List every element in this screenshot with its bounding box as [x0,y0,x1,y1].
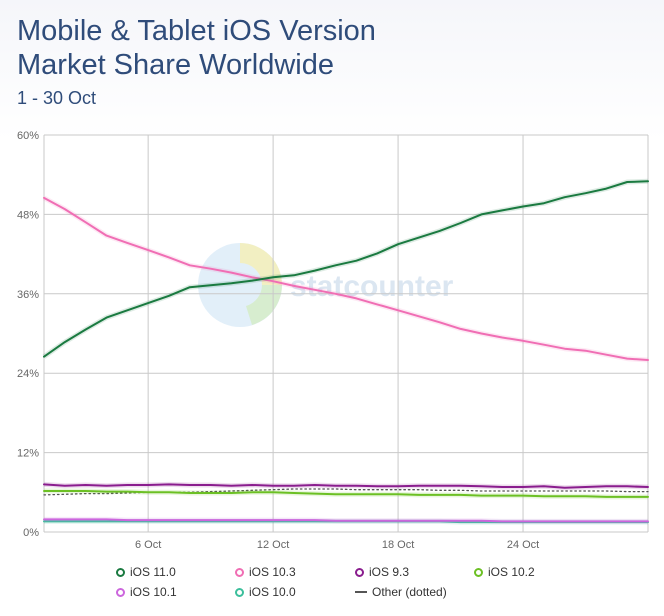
watermark-logo-segment [240,243,282,285]
legend-label: iOS 10.2 [488,565,535,579]
chart-title-line2: Market Share Worldwide [17,49,334,81]
legend-item-ios-10-1[interactable]: iOS 10.1 [116,582,177,602]
legend-circle-marker [355,567,364,577]
legend-item-other-dotted[interactable]: Other (dotted) [355,582,447,602]
legend-circle-marker [474,567,483,577]
series-line-ios-9-3[interactable] [43,483,649,489]
legend-item-ios-10-3[interactable]: iOS 10.3 [235,562,296,582]
y-tick-label: 0% [23,527,39,539]
legend-item-ios-10-2[interactable]: iOS 10.2 [474,562,535,582]
x-tick-label: 18 Oct [382,539,414,551]
x-tick-label: 24 Oct [507,539,539,551]
chart-series [42,178,649,525]
chart-subtitle: 1 - 30 Oct [17,88,97,108]
y-tick-label: 60% [17,130,39,142]
legend-label: Other (dotted) [372,585,447,599]
chart-legend: iOS 11.0 iOS 10.3 iOS 9.3 iOS 10.2 iOS 10.1 i… [0,560,664,610]
legend-circle-marker [235,587,244,597]
y-tick-label: 48% [17,209,39,221]
chart-title: Mobile & Tablet iOS Version Market Share… [17,14,637,82]
legend-item-ios-9-3[interactable]: iOS 9.3 [355,562,409,582]
legend-label: iOS 10.1 [130,585,177,599]
chart-grid [43,134,649,533]
legend-dash-marker [355,591,367,593]
watermark-text: statcounter [290,270,454,303]
legend-label: iOS 9.3 [369,565,410,579]
statcounter-watermark: statcounter [198,243,454,327]
series-line-ios-11-0[interactable] [43,180,649,358]
legend-circle-marker [116,567,125,577]
y-tick-label: 12% [17,448,39,460]
y-tick-label: 36% [17,289,39,301]
chart-axes: 0% 12% 24% 36% 48% 60% 6 Oct 12 Oct 18 Oct 24 Oct [17,130,539,551]
y-tick-label: 24% [17,368,39,380]
chart-title-line1: Mobile & Tablet iOS Version [17,15,376,47]
x-tick-label: 12 Oct [257,539,289,551]
legend-circle-marker [235,567,244,577]
series-shadow-ios-11-0 [42,178,649,359]
series-line-ios-10-1[interactable] [43,518,649,523]
series-line-ios-10-3[interactable] [43,196,649,361]
legend-item-ios-11-0[interactable]: iOS 11.0 [116,562,176,582]
x-tick-label: 6 Oct [135,539,161,551]
series-line-ios-10-2[interactable] [43,490,649,498]
legend-circle-marker [116,587,125,597]
legend-label: iOS 11.0 [130,565,176,579]
legend-item-ios-10-0[interactable]: iOS 10.0 [235,582,296,602]
legend-label: iOS 10.3 [249,565,296,579]
legend-label: iOS 10.0 [249,585,296,599]
